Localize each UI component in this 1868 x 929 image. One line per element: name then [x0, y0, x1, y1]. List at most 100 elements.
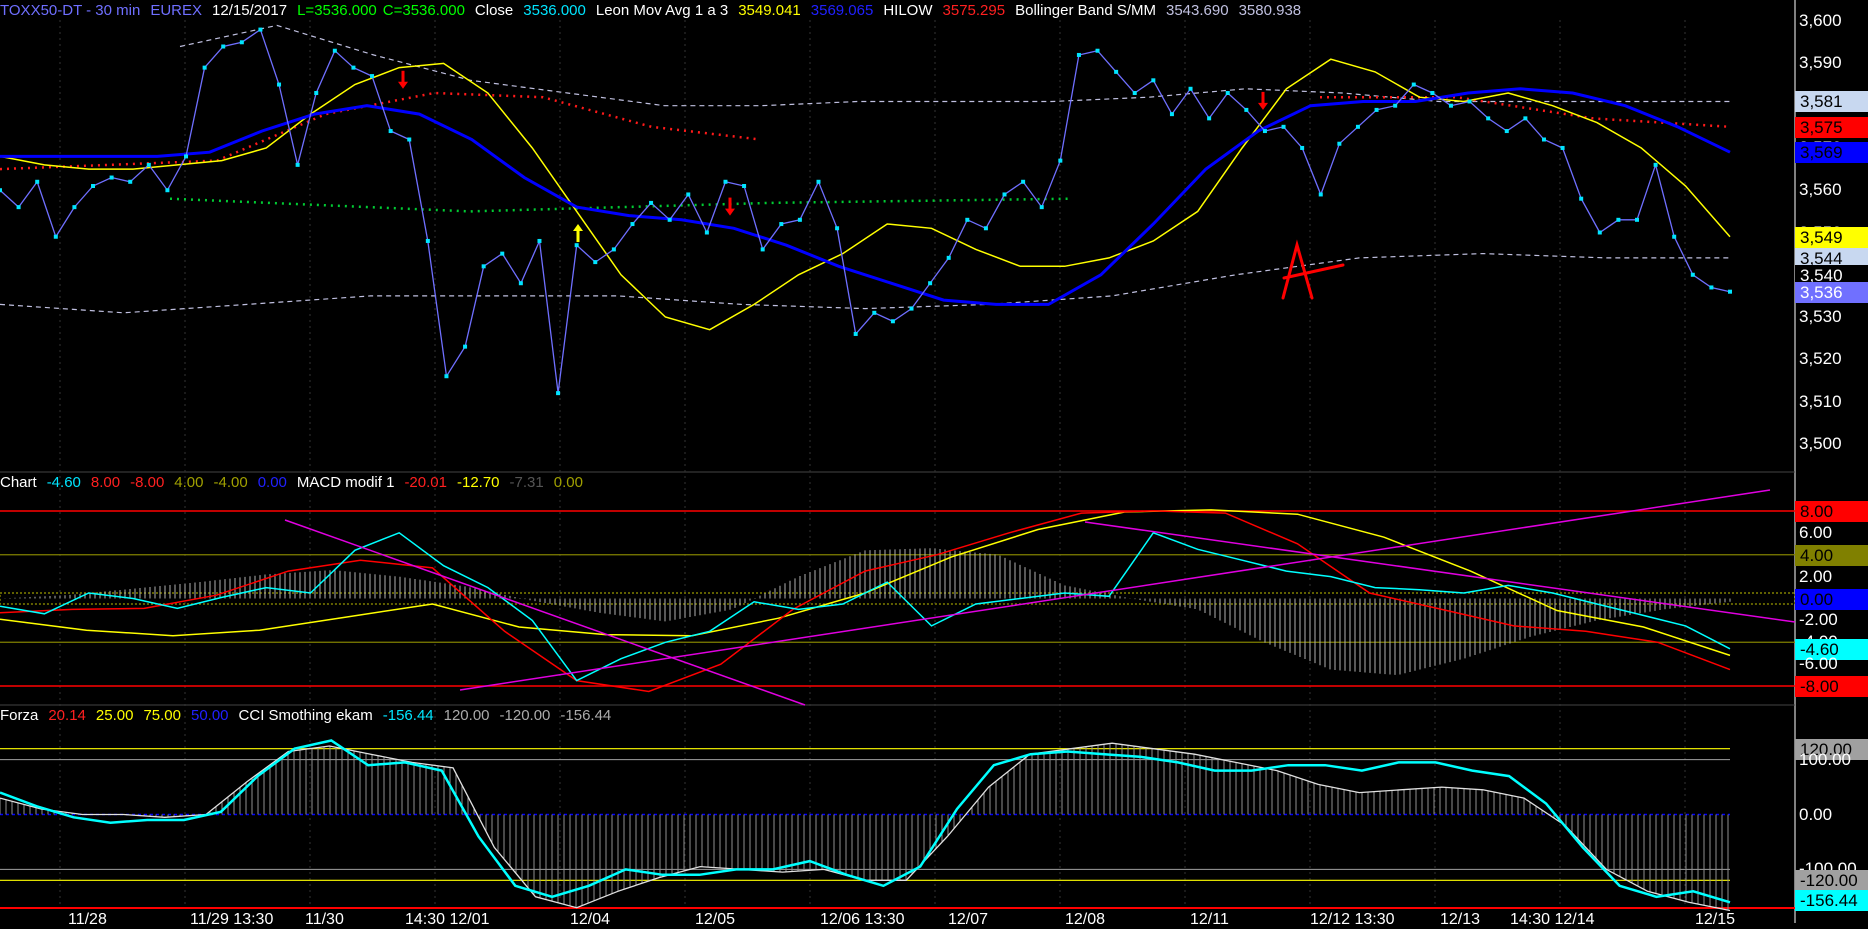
close-price-point [1039, 205, 1044, 210]
hilow-red-dots [0, 91, 761, 171]
close-price-point [556, 391, 561, 396]
close-price-point [723, 179, 728, 184]
macd-panel [0, 489, 1796, 706]
handdrawn-a-annotation [1281, 239, 1345, 300]
close-price-point [630, 222, 635, 227]
price-y-tick: 3,560 [1799, 180, 1842, 200]
close-price-point [1467, 99, 1472, 104]
close-price-point [983, 226, 988, 231]
close-price-point [1523, 116, 1528, 121]
x-axis-date-label: 12/13 [1440, 911, 1481, 928]
x-axis-date-label: 11/29 13:30 [190, 911, 274, 928]
x-axis-date-label: 14:30 12/14 [1510, 911, 1595, 928]
up-arrow-signal-head [573, 224, 583, 232]
macd-label: MACD modif 1 [296, 474, 395, 491]
cci-y-tag: -120.00 [1795, 870, 1868, 892]
macd-trendline [284, 519, 806, 706]
close-price-point [0, 188, 2, 193]
cci-v1: 20.14 [48, 707, 86, 724]
macd-y-tag: 4.00 [1795, 544, 1868, 566]
close-price-point [1579, 196, 1584, 201]
price-tag: 3,581 [1795, 91, 1868, 113]
down-arrow-signal-head [1258, 102, 1268, 110]
macd-y-tag: 8.00 [1795, 500, 1868, 522]
price-tag: 3,569 [1795, 142, 1868, 164]
macd-y-tag: 0.00 [1795, 588, 1868, 610]
close-price-point [742, 184, 747, 188]
close-price-point [1169, 112, 1174, 117]
close-price-point [1262, 129, 1267, 134]
close-price-point [463, 344, 468, 349]
close-price-point [1281, 124, 1286, 129]
close-price-point [760, 247, 765, 252]
macd-zero-band [0, 592, 1796, 605]
low-label: L=3536.000 [297, 2, 377, 19]
annotation-layer [1281, 239, 1345, 300]
close-price-point [295, 162, 300, 167]
close-price-point [202, 65, 207, 70]
close-price-point [1728, 289, 1732, 294]
close-price-point [853, 331, 858, 336]
close-price-point [537, 238, 542, 243]
macd-v4: 4.00 [174, 474, 204, 491]
close-price-point [1616, 217, 1621, 222]
cci-line [0, 739, 1731, 904]
macd-v6: 0.00 [257, 474, 287, 491]
close-price-point [109, 175, 114, 180]
x-axis-date-label: 12/04 [570, 911, 611, 928]
cci-legend: Forza 20.14 25.00 75.00 50.00 CCI Smothing ek… [0, 707, 621, 724]
macd-legend: Chart -4.60 8.00 -8.00 4.00 -4.00 0.00 MACD mod… [0, 474, 593, 491]
mov-avg-1-value: 3549.041 [738, 2, 801, 19]
close-price-point [667, 217, 672, 222]
close-price-point [1132, 91, 1137, 95]
close-price-point [1541, 137, 1546, 142]
x-axis-date-label: 12/11 [1190, 911, 1229, 928]
close-price-point [1597, 230, 1602, 235]
cci-v2: 25.00 [95, 707, 134, 724]
x-axis-date-label: 12/08 [1065, 911, 1106, 928]
close-price-point [872, 310, 877, 315]
bollinger-upper-line [179, 24, 1730, 107]
close-price-point [184, 154, 189, 159]
x-axis-date-label: 12/06 13:30 [820, 911, 905, 928]
cci-label: CCI Smothing ekam [238, 707, 373, 724]
close-price-point [16, 205, 21, 210]
close-price-point [574, 243, 579, 248]
macd-y-tag: -4.60 [1795, 638, 1868, 660]
macd-m1: -20.01 [404, 474, 447, 491]
bb-label: Bollinger Band S/MM [1015, 2, 1156, 19]
close-price-point [1021, 179, 1026, 184]
bb-1-value: 3543.690 [1166, 2, 1229, 19]
close-price-point [1188, 86, 1193, 91]
close-price-point [835, 226, 840, 231]
close-price-point [965, 217, 970, 222]
close-price-point [1244, 107, 1249, 112]
close-price-point [1355, 124, 1360, 129]
hilow-value: 3575.295 [942, 2, 1006, 19]
cci-y-tag: 120.00 [1795, 738, 1868, 760]
close-price-point [797, 217, 802, 222]
date-label: 12/15/2017 [212, 2, 288, 19]
close-value: 3536.000 [523, 2, 586, 19]
cci-y-tick: 0.00 [1799, 804, 1833, 824]
macd-y-tick: 2.00 [1799, 566, 1833, 586]
macd-v1: -4.60 [46, 474, 81, 491]
close-price-point [909, 306, 914, 311]
close-price-point [91, 184, 96, 188]
close-price-point [258, 27, 263, 32]
macd-y-tick: 6.00 [1799, 522, 1833, 542]
close-price-point [1672, 234, 1677, 239]
close-price-point [35, 179, 40, 184]
close-price-point [277, 82, 282, 87]
close-price-point [239, 40, 244, 45]
close-price-point [890, 319, 895, 324]
macd-v2: 8.00 [90, 474, 121, 491]
close-price-point [165, 188, 170, 193]
hilow-green-dots [169, 197, 1071, 213]
close-price-point [928, 281, 933, 286]
close-price-point [1207, 116, 1212, 121]
close-price-point [649, 200, 654, 205]
price-y-tick: 3,510 [1799, 391, 1842, 411]
close-price-point [1430, 91, 1435, 95]
